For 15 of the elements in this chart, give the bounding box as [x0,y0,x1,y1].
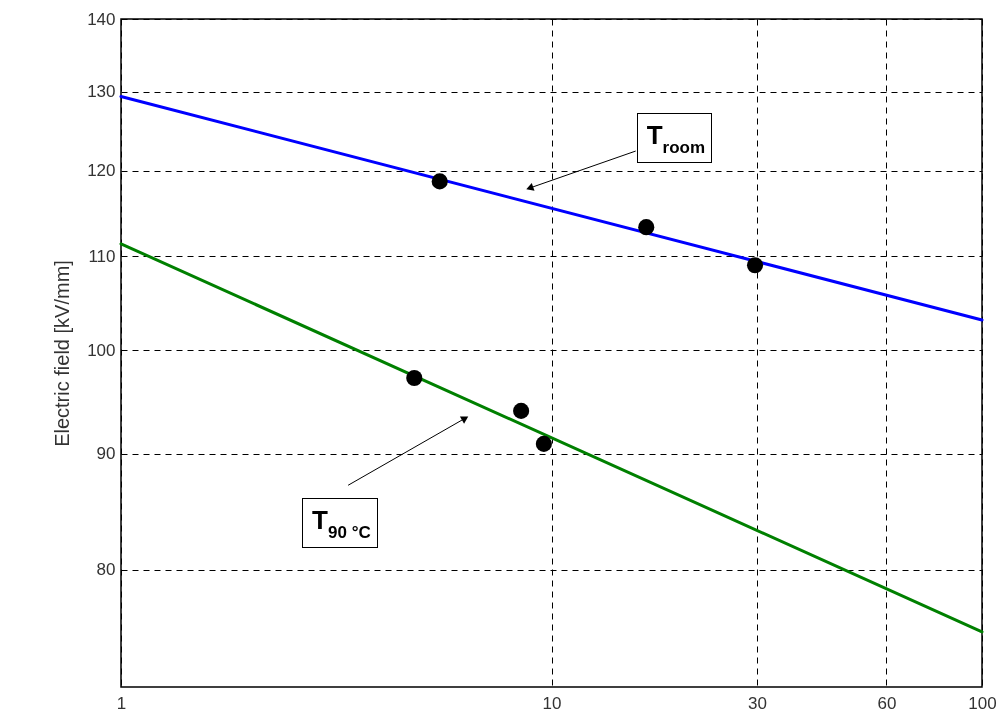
x-tick-label: 60 [877,693,897,713]
annotation: T$_{90 °C}$ [302,498,378,549]
y-tick-label: 80 [96,560,116,580]
y-tick-label: 100 [87,340,116,360]
x-tick-label: 10 [542,693,562,713]
y-tick-label: 90 [96,444,116,464]
annotation: T$_{room}$ [636,113,713,164]
x-tick-label: 1 [116,693,127,713]
x-tick-label: 100 [968,693,997,713]
y-tick-label: 110 [88,246,116,266]
x-tick-label: 30 [747,693,767,713]
y-tick-label: 120 [87,161,116,181]
y-tick-label: 140 [87,9,116,29]
y-tick-label: 130 [87,82,116,102]
y-axis-title: Electric field [kV/mm] [51,260,74,447]
